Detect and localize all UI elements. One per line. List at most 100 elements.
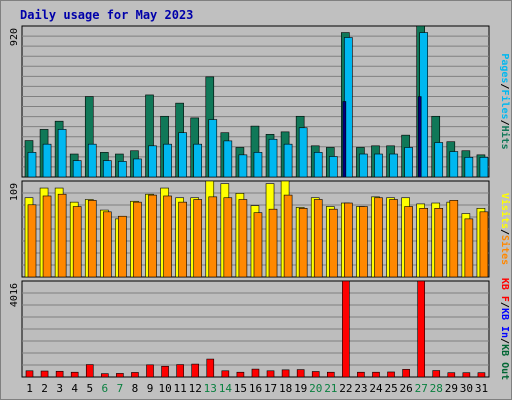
kbf-bar [281,369,290,378]
sites-bar [72,206,82,278]
sites-bar [359,206,368,278]
x-tick-label: 6 [102,382,109,395]
side-legend-word: Hits [499,126,511,150]
kbf-bar [40,370,49,378]
x-tick-label: 3 [56,382,63,395]
kbf-bar [266,370,275,378]
x-tick-label: 28 [430,382,443,395]
sites-bar [103,211,112,278]
files-bar [253,152,263,178]
kbf-bar [85,364,94,378]
sites-bar [42,195,52,278]
side-legend-word: / [499,120,510,126]
x-tick-label: 5 [86,382,93,395]
x-tick-label: 7 [117,382,124,395]
kbf-bar [417,280,425,378]
kbf-bar [206,358,215,378]
kbf-bar [387,371,395,378]
sites-bar [193,199,203,278]
x-tick-label: 9 [147,382,154,395]
x-tick-label: 2 [41,382,48,395]
x-tick-label: 4 [71,382,78,395]
sites-bar [434,208,444,278]
x-tick-label: 12 [189,382,202,395]
panel-2-ymax-label: 109 [9,183,20,201]
x-tick-label: 23 [354,382,367,395]
kbf-bar [131,372,139,378]
x-tick-label: 18 [279,382,292,395]
files-bar [479,157,489,178]
sites-bar [223,197,233,278]
kbf-bar [146,364,154,378]
kbf-bar [221,370,230,378]
kbf-bar [191,363,200,378]
panel-1-ymax-label: 920 [9,28,20,46]
files-bar [374,153,383,178]
files-bar [103,160,112,178]
kbf-bar [447,372,456,378]
sites-bar [283,194,293,278]
x-tick-label: 20 [309,382,322,395]
files-bar [118,161,127,178]
x-tick-label: 15 [234,382,247,395]
files-bar [313,152,323,178]
kbf-bar [161,365,169,378]
files-bar [193,143,203,178]
side-legend-word: / [499,83,510,89]
side-legend-word: Pages [499,53,510,83]
sites-bar [87,200,97,278]
sites-bar [298,208,308,278]
kbf-bar [432,370,441,378]
sites-bar [464,218,474,278]
x-tick-label: 1 [26,382,33,395]
panel-3-ymax-label: 4016 [9,283,20,307]
files-bar [389,153,398,178]
side-legend-word: Sites [499,235,511,265]
chart-panels: 9201094016Pages/Files/HitsVisits/SitesKB… [9,25,511,395]
side-legend-word: KB F [499,278,510,302]
kbf-bar [296,369,305,378]
kbf-bar [477,372,486,378]
files-bar [298,127,308,178]
sites-bar [344,202,353,278]
kbf-bar [236,371,245,378]
side-legend-word: KB In [499,308,510,338]
files-bar [238,154,248,178]
kbf-bar [372,371,380,378]
sites-bar [404,206,413,278]
kbf-bar [311,371,320,378]
panel-3-side-legend: KB F/KB In/KB Out [499,278,510,380]
sites-bar [313,199,323,278]
files-bar [27,152,37,178]
kbf-bar [342,280,350,378]
files-bar [434,142,444,178]
x-tick-label: 11 [174,382,187,395]
x-tick-label: 10 [158,382,171,395]
x-tick-label: 21 [324,382,337,395]
kbf-bar [462,372,471,378]
files-bar [72,160,82,178]
kbf-bar [116,373,124,378]
sites-bar [268,208,278,278]
files-bar [464,157,474,178]
files-bar [133,158,142,178]
side-legend-word: Files [499,89,511,119]
x-tick-label: 16 [249,382,262,395]
files-bar [42,143,52,178]
sites-bar [178,201,187,278]
x-tick-label: 24 [369,382,383,395]
side-legend-word: Visits [499,193,511,229]
x-tick-label: 31 [475,382,488,395]
files-bar [268,138,278,178]
x-tick-label: 17 [264,382,277,395]
files-bar [208,119,218,178]
files-bar [283,143,293,178]
sites-bar [208,196,218,278]
x-tick-label: 25 [384,382,397,395]
x-tick-label: 8 [132,382,139,395]
sites-bar [163,195,172,278]
side-legend-word: / [499,229,510,235]
side-legend-word: KB Out [499,344,510,380]
